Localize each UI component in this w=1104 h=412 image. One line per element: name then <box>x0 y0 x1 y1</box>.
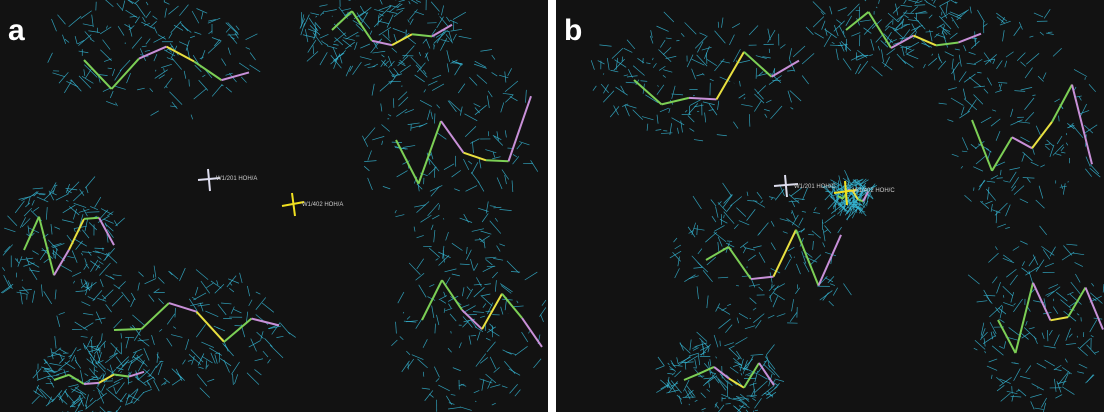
bond <box>84 218 99 219</box>
density-mesh <box>332 16 333 17</box>
water-label: W1/201 HOH/C <box>794 184 836 190</box>
water-label: W1/402 HOH/A <box>302 202 343 208</box>
bond <box>486 160 509 161</box>
bond <box>114 329 142 330</box>
panel-label: b <box>564 14 582 47</box>
figure: a b W1/201 HOH/A W1/402 HOH/A W1/201 HOH… <box>0 0 1104 412</box>
water-label: W1/201 HOH/A <box>216 176 257 182</box>
water-label: W1/402 HOH/C <box>853 188 895 194</box>
bond <box>84 383 99 384</box>
panel-label: a <box>8 14 25 47</box>
panel-b-bg <box>556 0 1104 412</box>
